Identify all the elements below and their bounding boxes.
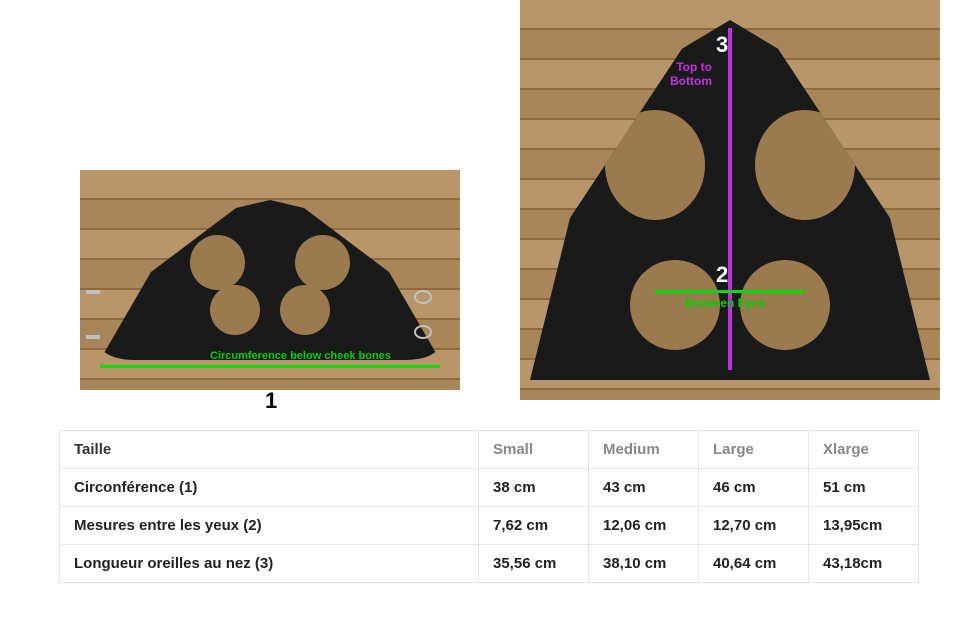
product-image-2: 3 Top to Bottom 2 Between Eyes (520, 0, 940, 400)
measurement-marker-1: 1 (265, 388, 277, 414)
table-row: Circonférence (1) 38 cm 43 cm 46 cm 51 c… (60, 469, 919, 507)
cell-value: 38 cm (479, 469, 589, 507)
measurement-marker-2: 2 (716, 262, 728, 288)
measurement-marker-3: 3 (716, 32, 728, 58)
table-row: Mesures entre les yeux (2) 7,62 cm 12,06… (60, 507, 919, 545)
hardware-clip (86, 335, 100, 339)
cell-value: 13,95cm (809, 507, 919, 545)
eye-hole (755, 110, 855, 220)
image-2-container: 3 Top to Bottom 2 Between Eyes (520, 0, 940, 400)
cell-value: 7,62 cm (479, 507, 589, 545)
cell-value: 40,64 cm (699, 545, 809, 583)
row-label: Mesures entre les yeux (2) (60, 507, 479, 545)
mask-shape-1 (100, 200, 440, 360)
cell-value: 46 cm (699, 469, 809, 507)
table-header-row: Taille Small Medium Large Xlarge (60, 431, 919, 469)
measurement-label-3: Top to Bottom (670, 60, 712, 88)
product-image-1: Circumference below cheek bones (80, 170, 460, 390)
header-size: Small (479, 431, 589, 469)
row-label: Circonférence (1) (60, 469, 479, 507)
table-row: Longueur oreilles au nez (3) 35,56 cm 38… (60, 545, 919, 583)
image-1-container: Circumference below cheek bones 1 (80, 170, 460, 400)
cell-value: 38,10 cm (589, 545, 699, 583)
cell-value: 51 cm (809, 469, 919, 507)
eye-hole (190, 235, 245, 290)
cell-value: 43,18cm (809, 545, 919, 583)
row-label: Longueur oreilles au nez (3) (60, 545, 479, 583)
header-size: Medium (589, 431, 699, 469)
eye-hole (295, 235, 350, 290)
cell-value: 12,70 cm (699, 507, 809, 545)
header-size: Large (699, 431, 809, 469)
measurement-line-3 (728, 28, 732, 370)
product-images-row: Circumference below cheek bones 1 3 Top … (0, 0, 978, 420)
header-size: Xlarge (809, 431, 919, 469)
eye-hole (605, 110, 705, 220)
header-taille: Taille (60, 431, 479, 469)
cell-value: 43 cm (589, 469, 699, 507)
measurement-label-1: Circumference below cheek bones (210, 350, 391, 362)
measurement-line-2 (655, 290, 805, 293)
measurement-label-2: Between Eyes (685, 296, 766, 310)
cell-value: 35,56 cm (479, 545, 589, 583)
cell-value: 12,06 cm (589, 507, 699, 545)
ear-hole (280, 285, 330, 335)
hardware-clip (86, 290, 100, 294)
measurement-line-1 (100, 365, 440, 368)
ear-hole (210, 285, 260, 335)
size-chart-table: Taille Small Medium Large Xlarge Circonf… (59, 430, 919, 583)
hardware-ring (414, 290, 432, 304)
hardware-ring (414, 325, 432, 339)
